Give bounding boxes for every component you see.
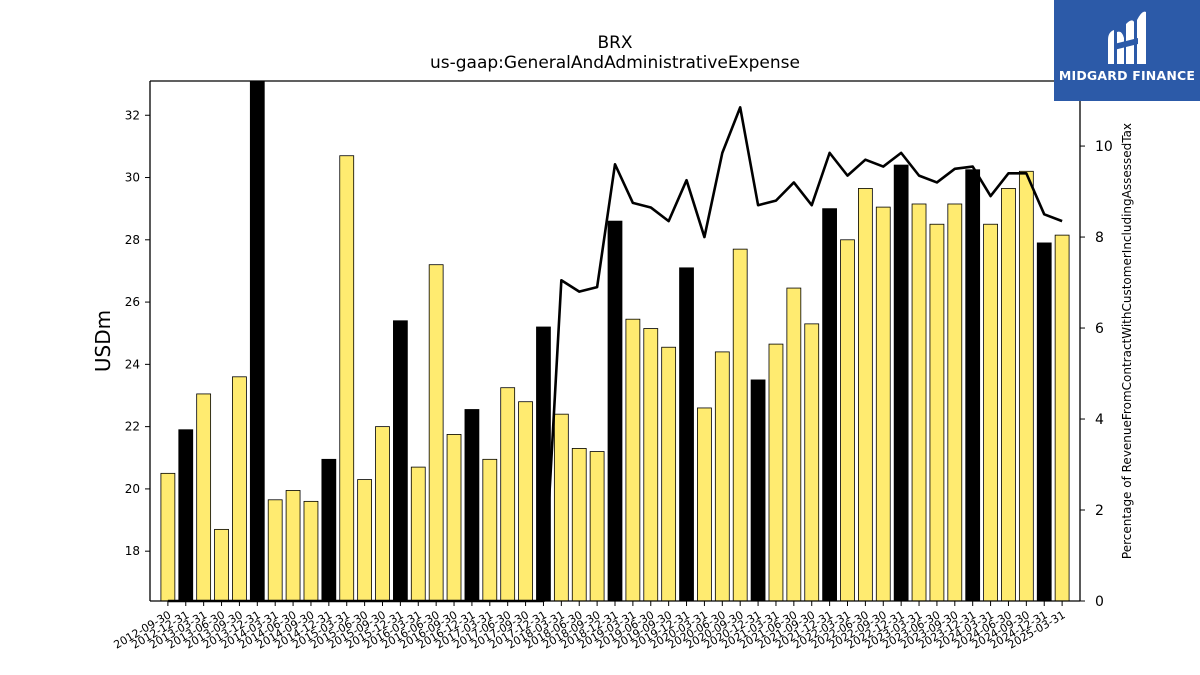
chart-title: BRX: [597, 33, 633, 53]
bar-2023-03-31: [911, 203, 927, 601]
bar-2021-06-30: [786, 287, 802, 601]
bar-2013-12-31: [249, 81, 265, 601]
bar-2016-03-31: [410, 466, 426, 601]
y-tick-label: 22: [125, 420, 140, 434]
bar-2019-03-31: [625, 318, 641, 601]
bar-2020-03-31: [697, 407, 712, 601]
bar-2013-09-30: [232, 376, 247, 601]
bar-2023-12-31: [965, 169, 981, 601]
left-y-ticks: 18 20 22 24 26 28 30 32: [125, 108, 150, 558]
company-logo: MIDGARD FINANCE: [1054, 0, 1200, 101]
bar-2021-12-31: [822, 208, 837, 601]
bar-2019-06-30: [643, 328, 659, 601]
bar-2021-09-30: [804, 323, 820, 601]
bar-2024-06-30: [1001, 188, 1016, 601]
bar-2015-09-30: [375, 426, 390, 601]
bar-2020-09-30: [732, 248, 748, 601]
bar-2016-06-30: [428, 264, 444, 601]
bar-2025-03-31: [1054, 234, 1070, 601]
bar-2015-06-30: [357, 479, 372, 601]
y2-tick-label: 8: [1095, 230, 1104, 246]
bar-2018-06-30: [571, 448, 587, 601]
bar-2016-09-30: [446, 434, 462, 601]
y2-tick-label: 10: [1095, 139, 1113, 155]
bar-2017-09-30: [518, 401, 533, 601]
bar-2012-09-30: [160, 472, 176, 601]
bar-2024-09-30: [1018, 170, 1034, 601]
y-tick-label: 32: [125, 108, 140, 122]
y-tick-label: 20: [125, 482, 140, 496]
bar-2015-12-31: [393, 320, 408, 601]
y-tick-label: 30: [125, 171, 140, 185]
bar-2018-12-31: [607, 220, 623, 601]
logo-text: MIDGARD FINANCE: [1058, 68, 1196, 83]
bar-2022-06-30: [858, 188, 873, 601]
bar-2016-12-31: [464, 409, 480, 601]
y-axis-label: USDm: [91, 310, 115, 372]
right-y-ticks: 0 2 4 6 8 10: [1080, 139, 1113, 610]
bar-2024-03-31: [983, 223, 998, 601]
bar-2015-03-31: [339, 155, 355, 601]
y-tick-label: 28: [125, 233, 140, 247]
bar-2023-09-30: [947, 203, 963, 601]
bar-2020-06-30: [714, 351, 730, 601]
y2-tick-label: 6: [1095, 321, 1104, 337]
bar-2019-12-31: [679, 267, 694, 601]
bar-2017-03-31: [482, 458, 498, 601]
right-y-axis-label: Percentage of RevenueFromContractWithCus…: [1120, 123, 1134, 559]
chart-subtitle: us-gaap:GeneralAndAdministrativeExpense: [430, 53, 800, 73]
bar-2024-12-31: [1036, 242, 1052, 601]
bar-2019-09-30: [661, 346, 677, 601]
y2-tick-label: 0: [1095, 594, 1104, 610]
bar-2014-12-31: [321, 458, 337, 601]
bar-2018-09-30: [589, 451, 605, 601]
bar-2022-09-30: [875, 206, 891, 601]
bar-2013-03-31: [196, 393, 212, 601]
bar-2023-06-30: [929, 223, 945, 601]
bar-2020-12-31: [750, 379, 766, 601]
bar-series: [160, 81, 1070, 601]
y-tick-label: 26: [125, 295, 140, 309]
y-tick-label: 24: [125, 357, 140, 371]
bar-2022-12-31: [893, 164, 909, 601]
y-tick-label: 18: [125, 544, 140, 558]
y2-tick-label: 4: [1095, 412, 1104, 428]
bar-2014-06-30: [285, 490, 301, 601]
x-ticks: 2012-09-302012-12-312013-03-312013-06-30…: [112, 601, 1068, 652]
bar-2022-03-31: [840, 239, 855, 601]
bar-2013-06-30: [214, 528, 229, 601]
bar-2012-12-31: [178, 429, 194, 601]
bar-2021-03-31: [768, 343, 784, 601]
bar-2017-06-30: [500, 387, 516, 601]
bar-2014-03-31: [267, 499, 283, 601]
bar-2017-12-31: [536, 326, 551, 601]
bar-2014-09-30: [303, 500, 319, 601]
bar-2018-03-31: [553, 413, 569, 601]
midgard-logo-icon: [1108, 11, 1146, 65]
y2-tick-label: 2: [1095, 503, 1104, 519]
